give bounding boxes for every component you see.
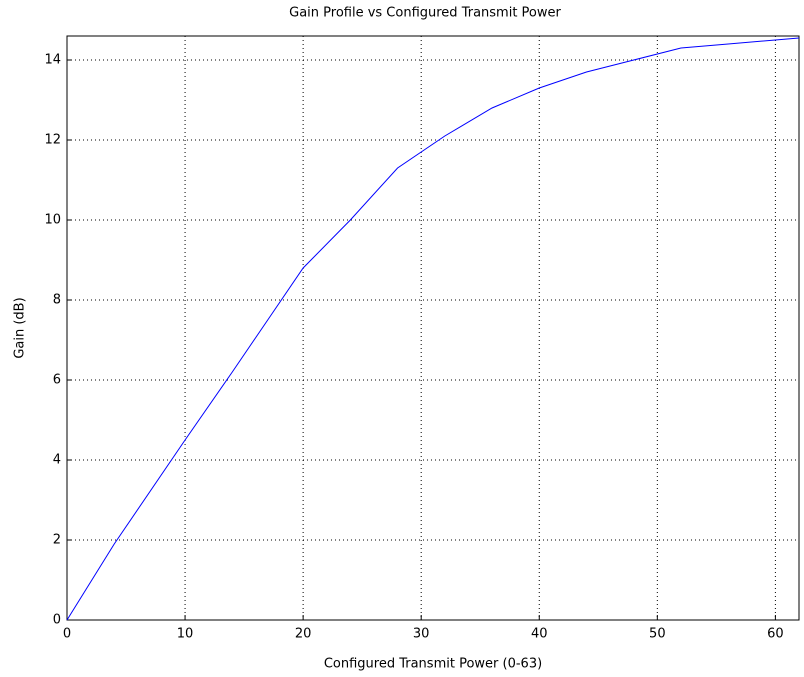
y-tick-label: 6 (53, 373, 61, 388)
y-tick-label: 4 (53, 453, 61, 468)
data-line (66, 37, 800, 621)
y-tick-label: 12 (44, 133, 61, 148)
chart-title: Gain Profile vs Configured Transmit Powe… (289, 6, 561, 21)
y-tick-label: 14 (44, 53, 61, 68)
y-axis-label: Gain (dB) (13, 297, 28, 358)
x-tick-label: 60 (767, 627, 784, 642)
x-tick-label: 50 (649, 627, 666, 642)
y-tick-label: 2 (53, 533, 61, 548)
x-tick-label: 20 (295, 627, 312, 642)
y-tick-label: 8 (53, 293, 61, 308)
x-tick-label: 10 (177, 627, 194, 642)
x-axis-label: Configured Transmit Power (0-63) (324, 657, 542, 672)
plot-frame (66, 35, 800, 621)
x-tick-label: 30 (413, 627, 430, 642)
x-tick-label: 40 (531, 627, 548, 642)
x-tick-label: 0 (63, 627, 71, 642)
y-tick-label: 10 (44, 213, 61, 228)
y-tick-label: 0 (53, 613, 61, 628)
